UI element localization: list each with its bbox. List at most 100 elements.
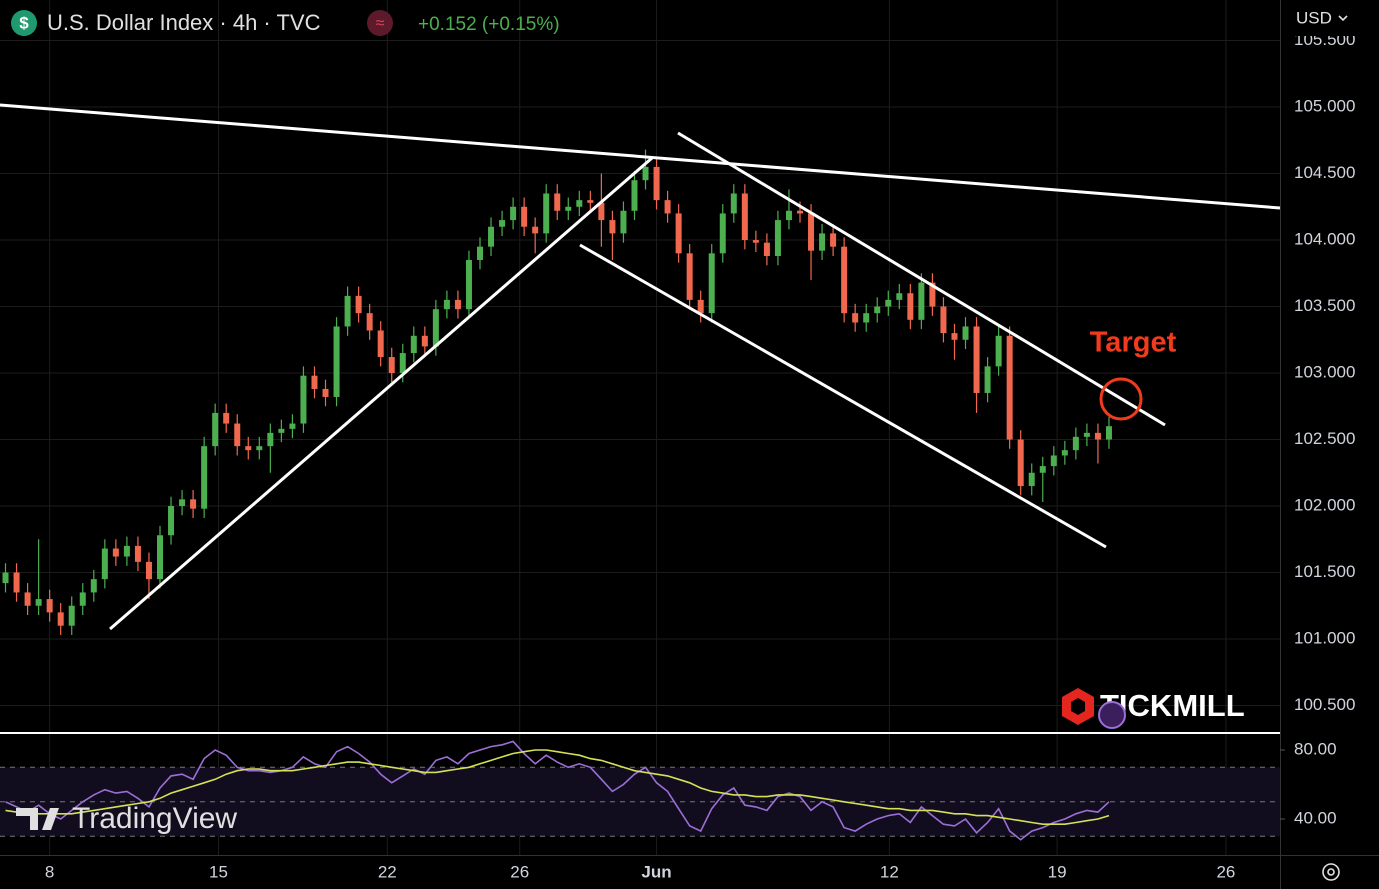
candle-body — [46, 599, 53, 613]
candle-body — [499, 220, 506, 227]
candle-body — [1028, 472, 1035, 487]
x-tick-label: 12 — [880, 862, 899, 881]
candle-body — [201, 446, 208, 509]
candle-body — [13, 572, 20, 593]
x-tick-label: 22 — [378, 862, 397, 881]
candle-body — [620, 210, 627, 234]
channel-upper — [677, 131, 1166, 427]
source-icon — [367, 10, 393, 36]
candle-body — [1061, 450, 1068, 456]
candle-body — [587, 200, 594, 203]
drawings — [0, 103, 1281, 631]
candle-body — [874, 306, 881, 314]
candle-body — [90, 579, 97, 593]
candle-body — [852, 313, 859, 323]
candle-body — [521, 206, 528, 227]
candle-body — [399, 353, 406, 374]
candle-body — [962, 326, 969, 340]
candle-body — [819, 233, 826, 251]
candle-body — [532, 226, 539, 234]
candle-body — [322, 388, 329, 397]
candle-body — [344, 295, 351, 327]
rsi — [5, 740, 1110, 841]
candle-body — [830, 233, 837, 247]
candle-body — [741, 193, 748, 241]
tickmill-logo: TICKMILL — [1062, 688, 1245, 729]
currency-bg — [1283, 0, 1379, 36]
candle-body — [774, 220, 781, 256]
source-icon-text: ≈ — [376, 15, 385, 32]
candle-body — [951, 333, 958, 340]
candle-body — [907, 293, 914, 320]
candle-body — [940, 306, 947, 334]
candle-body — [929, 282, 936, 307]
candle-body — [686, 253, 693, 300]
candle-body — [432, 309, 439, 347]
candle-body — [1017, 439, 1024, 487]
candle-body — [730, 193, 737, 214]
x-tick-label: 26 — [1216, 862, 1235, 881]
currency[interactable]: USD — [1296, 8, 1332, 27]
candle-body — [719, 213, 726, 254]
candle-body — [145, 561, 152, 580]
y-tick-label: 104.000 — [1294, 230, 1355, 249]
rsi-band — [0, 766, 1280, 837]
candle-body — [554, 193, 561, 211]
price-change: +0.152 (+0.15%) — [418, 14, 560, 35]
candle-body — [157, 535, 163, 580]
candle-body — [223, 412, 230, 424]
candle-body — [510, 206, 517, 221]
candle-body — [35, 599, 42, 606]
target-circle — [1099, 377, 1143, 421]
candle-body — [410, 335, 417, 354]
candle-body — [598, 202, 605, 221]
symbol-icon-text: $ — [19, 13, 29, 32]
candle-body — [2, 572, 9, 584]
candle-body — [697, 299, 704, 314]
x-tick-label: 19 — [1048, 862, 1067, 881]
candle-body — [488, 226, 495, 247]
candle-body — [797, 210, 803, 214]
candle-body — [267, 432, 274, 447]
candle-body — [190, 499, 197, 509]
candle-body — [752, 240, 759, 243]
candle-body — [289, 423, 296, 429]
candle-body — [168, 505, 175, 536]
candle-body — [708, 253, 715, 314]
chart-title: U.S. Dollar Index · 4h · TVC — [47, 10, 321, 35]
candle-body — [24, 592, 31, 606]
candle-body — [1006, 335, 1013, 440]
candle-body — [123, 545, 130, 557]
candle-body — [863, 313, 870, 323]
settings-button-center[interactable] — [1327, 868, 1335, 876]
candle-body — [421, 335, 428, 347]
candle-body — [57, 612, 64, 626]
currency-chevron[interactable] — [1338, 15, 1348, 22]
flash-icon — [1098, 701, 1126, 729]
candle-body — [388, 357, 395, 374]
candle-body — [896, 293, 903, 300]
platform-logo: TradingView — [72, 802, 237, 835]
candle-body — [763, 242, 770, 256]
y-tick-label: 102.500 — [1294, 429, 1355, 448]
candle-body — [631, 180, 638, 211]
candle-body — [675, 213, 682, 254]
y-tick-label: 101.000 — [1294, 628, 1355, 647]
candle-body — [101, 548, 108, 580]
y-tick-label: 103.000 — [1294, 363, 1355, 382]
settings-button[interactable] — [1322, 863, 1340, 881]
candle-body — [785, 210, 792, 221]
candle-body — [1083, 432, 1090, 437]
tv-mark — [16, 808, 59, 830]
candle-body — [256, 446, 263, 451]
x-tick-label: 15 — [209, 862, 228, 881]
annotation: Target — [1090, 327, 1177, 359]
candle-body — [234, 423, 241, 447]
y-tick-label: 103.500 — [1294, 296, 1355, 315]
resistance-line — [0, 103, 1281, 210]
candle-body — [245, 446, 252, 451]
indicator-line — [5, 749, 1110, 825]
candle-body — [212, 412, 219, 447]
